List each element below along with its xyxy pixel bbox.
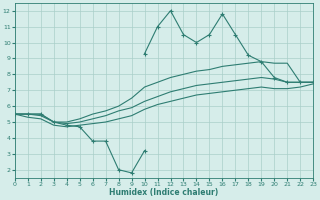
X-axis label: Humidex (Indice chaleur): Humidex (Indice chaleur) (109, 188, 219, 197)
